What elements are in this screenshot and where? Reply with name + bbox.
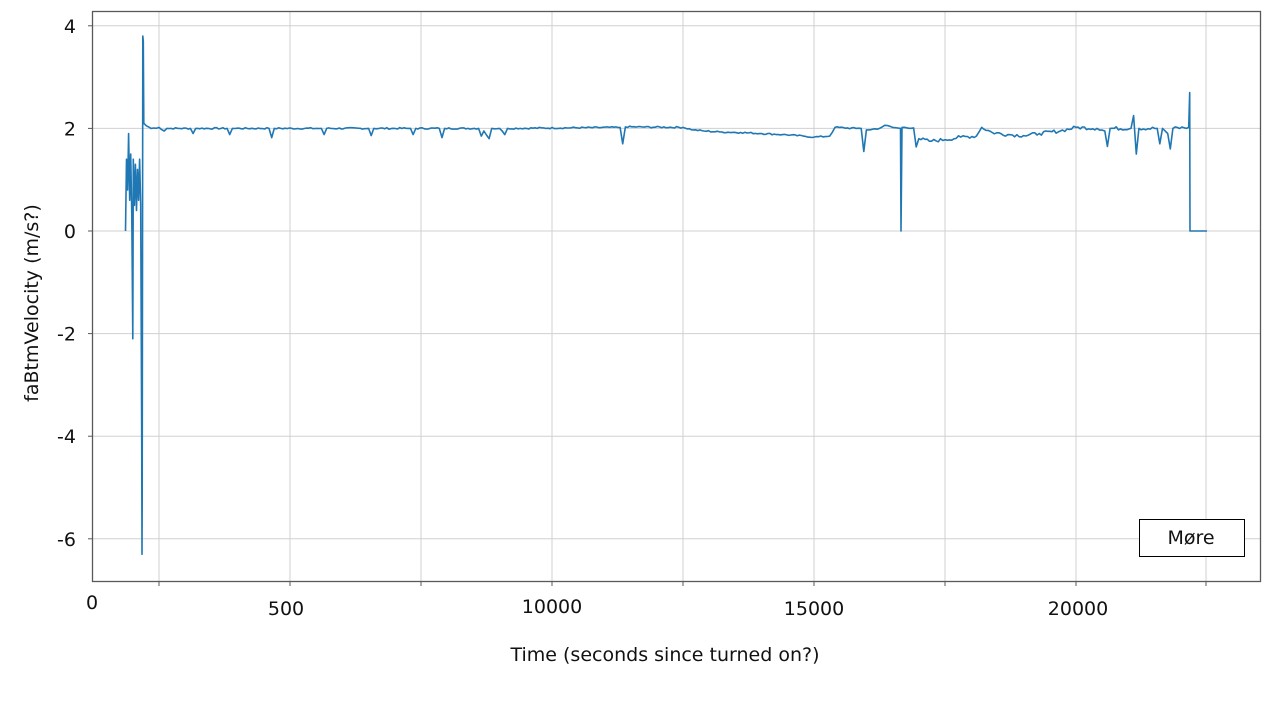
legend: Møre bbox=[1139, 519, 1245, 557]
vertical-gridlines bbox=[158, 11, 1207, 581]
x-axis-title: Time (seconds since turned on?) bbox=[509, 644, 819, 666]
x-tick-label: 500 bbox=[268, 598, 304, 620]
x-axis-tick-labels: 0 500 10000 15000 20000 bbox=[86, 592, 1108, 620]
y-axis-tick-labels: 4 2 0 -2 -4 -6 bbox=[57, 16, 76, 551]
y-tick-label: 2 bbox=[64, 118, 76, 140]
x-tick-label: 0 bbox=[86, 592, 98, 614]
y-tick-label: -4 bbox=[57, 426, 76, 448]
y-axis-title: faBtmVelocity (m/s?) bbox=[21, 204, 43, 402]
legend-box bbox=[1139, 519, 1245, 557]
y-tick-label: 0 bbox=[64, 221, 76, 243]
x-tick-label: 10000 bbox=[522, 596, 582, 618]
y-tick-label: -2 bbox=[57, 324, 76, 346]
data-series-line bbox=[124, 35, 1207, 556]
legend-label: Møre bbox=[1167, 527, 1214, 549]
x-tick-label: 20000 bbox=[1048, 598, 1108, 620]
y-tick-label: -6 bbox=[57, 529, 76, 551]
x-axis-ticks bbox=[158, 581, 1207, 586]
x-tick-label: 15000 bbox=[784, 598, 844, 620]
plot-frame bbox=[91, 10, 1262, 583]
y-tick-label: 4 bbox=[64, 16, 76, 38]
horizontal-gridlines bbox=[88, 25, 1260, 540]
